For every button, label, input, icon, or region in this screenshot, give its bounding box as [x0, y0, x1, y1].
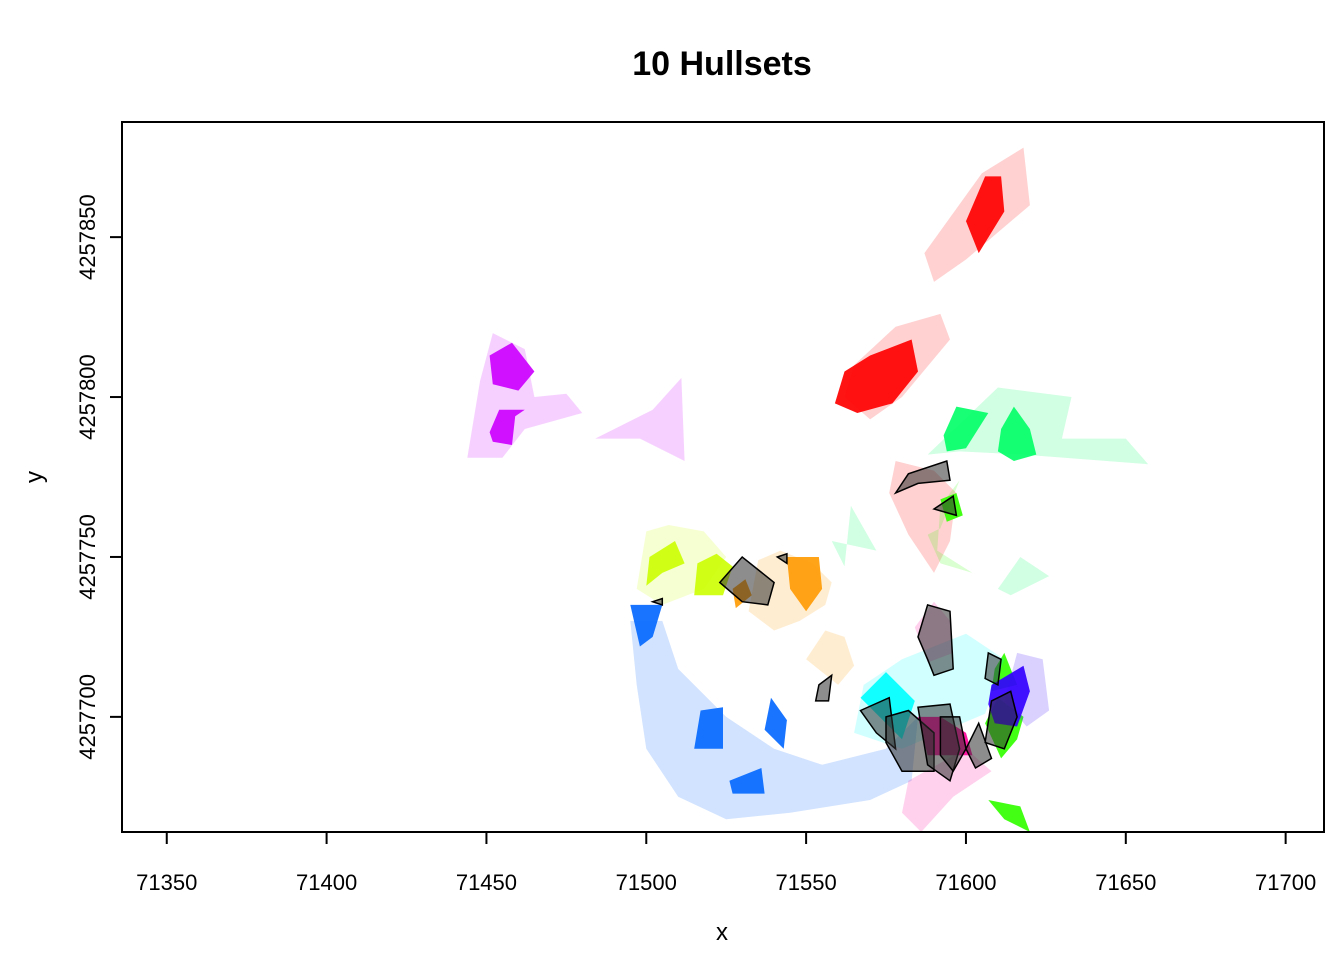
hull-polygon-blue-28 [694, 707, 723, 749]
hull-polygon-dark_gray-42 [650, 597, 664, 606]
hull-polygon-dark_gray-40 [718, 555, 775, 606]
plot-frame [121, 121, 1325, 833]
hull-polygon-blue-29 [764, 697, 787, 749]
hull-polygon-dark_gray-41 [775, 552, 788, 565]
x-tick-label: 71350 [136, 870, 197, 895]
hull-polygon-dark_gray-48 [939, 716, 967, 773]
hull-polygon-orange-24 [786, 557, 823, 612]
hull-polygon-pink-34 [902, 748, 992, 832]
hull-polygon-spring_green-9 [927, 387, 1149, 465]
hull-polygon-dark_gray-43 [814, 673, 833, 702]
y-tick-label: 4257850 [75, 194, 100, 280]
y-tick-label: 4257750 [75, 514, 100, 600]
x-tick-label: 71550 [776, 870, 837, 895]
x-tick-label: 71650 [1095, 870, 1156, 895]
y-axis: 4257700 4257750 4257800 4257850 [75, 194, 122, 760]
hull-polygon-red-4 [834, 339, 918, 413]
x-tick-label: 71400 [296, 870, 357, 895]
hull-polygon-blue-30 [729, 768, 765, 794]
x-tick-label: 71600 [935, 870, 996, 895]
hull-polygon-blue-27 [630, 604, 663, 647]
hull-polygon-magenta-7 [489, 342, 535, 391]
hull-polygon-magenta-5 [467, 333, 583, 458]
x-tick-label: 71500 [616, 870, 677, 895]
y-tick-label: 4257800 [75, 354, 100, 440]
hull-polygon-spring_green-13 [997, 406, 1037, 461]
x-tick-label: 71450 [456, 870, 517, 895]
hull-polygon-lime-20 [646, 541, 685, 586]
hull-polygon-dark_gray-44 [917, 603, 954, 677]
hull-polygon-dark_gray-50 [984, 690, 1018, 750]
hull-polygon-dark_gray-39 [932, 494, 958, 517]
hull-polygon-red-3 [966, 176, 1005, 254]
hull-polygon-green-18 [988, 800, 1030, 832]
hull-polygon-spring_green-12 [943, 406, 989, 452]
hull-polygon-blue-26 [630, 620, 918, 820]
hull-polygon-magenta-8 [489, 409, 525, 445]
hull-polygon-orange-23 [806, 630, 855, 685]
hull-polygon-dark_gray-51 [965, 721, 993, 770]
hull-polygon-spring_green-10 [831, 505, 877, 567]
y-axis-label: y [21, 471, 48, 483]
hull-polygons [467, 147, 1149, 832]
hull-polygon-dark_gray-49 [984, 651, 1002, 687]
chart-title: 10 Hullsets [632, 45, 812, 83]
hull-polygon-magenta-6 [595, 377, 685, 461]
x-axis-label: x [716, 919, 728, 946]
hull-polygon-dark_gray-38 [893, 460, 951, 495]
x-axis: 71350 71400 71450 71500 71550 71600 71650 71700 [136, 832, 1316, 895]
x-tick-label: 71700 [1255, 870, 1316, 895]
hull-polygon-spring_green-11 [997, 557, 1050, 596]
y-tick-label: 4257700 [75, 674, 100, 760]
